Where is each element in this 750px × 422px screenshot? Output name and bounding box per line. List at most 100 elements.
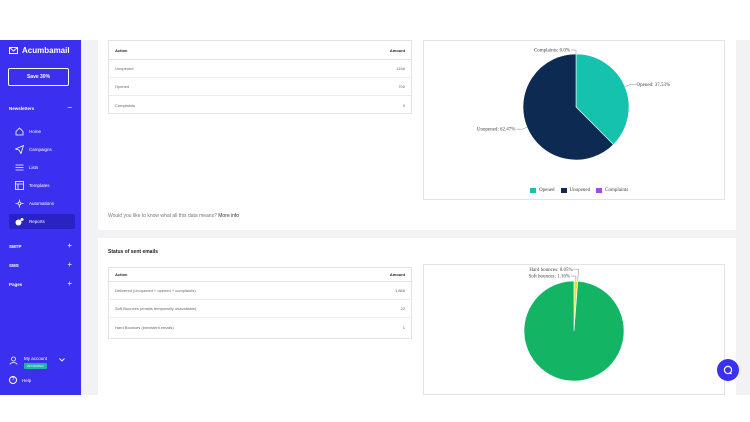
help-icon: ? [9, 376, 17, 384]
sidebar-item-label: Lists [29, 165, 39, 170]
sidebar: Acumbamail Save 30% Newsletters − Home C… [0, 40, 81, 395]
template-icon [15, 181, 24, 190]
brand-name: Acumbamail [22, 46, 70, 55]
sidebar-item-label: Automations [29, 201, 55, 206]
sent-status-table: Action Amount Delivered (Unopened + open… [108, 267, 412, 339]
row-action: Delivered (Unopened + opened + complaint… [115, 288, 196, 293]
app-viewport: Acumbamail Save 30% Newsletters − Home C… [0, 40, 750, 395]
pie-slice-opened[interactable] [575, 53, 630, 145]
row-amount: 22 [400, 306, 405, 311]
table-row: Soft Bounces (emails temporarily unavail… [109, 300, 411, 318]
col-amount: Amount [389, 272, 405, 277]
collapse-icon[interactable]: − [67, 103, 72, 112]
row-amount: 1166 [396, 66, 405, 71]
newsletters-label: Newsletters [9, 105, 35, 111]
col-amount: Amount [389, 47, 405, 53]
expand-icon[interactable]: + [67, 279, 72, 288]
smtp-label: SMTP [9, 243, 22, 249]
reports-icon [15, 218, 24, 226]
opens-pie-chart: Complaints: 0.0% Opened: 37.53% Unopened: … [477, 49, 671, 161]
col-action: Action [115, 47, 128, 53]
legend-label[interactable]: Complaints [605, 188, 629, 193]
automation-icon [15, 199, 24, 208]
data-help-note: Would you like to know what all this dat… [108, 213, 239, 219]
row-amount: 1,866 [394, 288, 405, 293]
row-action: Soft Bounces (emails temporarily unavail… [115, 306, 197, 311]
pie-data-label-hard-bounces: Hard bounces: 0.05% [529, 268, 572, 273]
envelope-icon [9, 47, 18, 54]
pie-label-connector [571, 49, 577, 54]
sidebar-item-templates[interactable]: Templates [9, 178, 75, 193]
expand-icon[interactable]: + [67, 260, 72, 269]
legend-swatch-unopened [560, 188, 567, 193]
sent-status-chart: Soft bounces: 1.16% Hard bounces: 0.05% [423, 264, 725, 395]
col-action: Action [115, 272, 128, 277]
sidebar-item-lists[interactable]: Lists [9, 160, 75, 175]
legend-label[interactable]: Unopened [569, 188, 591, 193]
list-icon [15, 164, 24, 171]
help-link[interactable]: ? Help [9, 376, 31, 384]
table-row: Delivered (Unopened + opened + complaint… [109, 282, 411, 300]
row-amount: 700 [398, 84, 405, 89]
sidebar-item-campaigns[interactable]: Campaigns [9, 142, 75, 157]
pie-label-connector [571, 275, 577, 282]
pie-slice-unopened[interactable] [522, 53, 614, 161]
pie-slice-delivered[interactable] [523, 280, 625, 382]
newsletters-section[interactable]: Newsletters − [9, 104, 72, 112]
table-row: Complaints 0 [109, 96, 411, 114]
account-menu[interactable]: My account INCOMING [9, 356, 65, 369]
pie-label-connector [573, 268, 579, 282]
pie-data-label-unopened: Unopened: 62.47% [477, 128, 516, 133]
sms-label: SMS [9, 262, 19, 268]
sidebar-item-label: Templates [29, 183, 50, 188]
pages-label: Pages [9, 281, 23, 287]
sidebar-item-label: Campaigns [29, 147, 52, 152]
pages-section[interactable]: Pages + [9, 280, 72, 288]
note-text: Would you like to know what all this dat… [108, 213, 217, 219]
pie-data-label-soft-bounces: Soft bounces: 1.16% [528, 275, 570, 280]
table-header: Action Amount [109, 268, 411, 282]
row-amount: 1 [402, 324, 405, 330]
sidebar-item-label: Reports [29, 219, 45, 224]
chevron-down-icon[interactable] [59, 358, 65, 362]
sidebar-item-automations[interactable]: Automations [9, 196, 75, 211]
table-header: Action Amount [109, 41, 411, 60]
chat-icon [723, 365, 733, 375]
user-icon [9, 356, 18, 365]
sent-status-pie-chart: Soft bounces: 1.16% Hard bounces: 0.05% [523, 268, 625, 382]
sms-section[interactable]: SMS + [9, 261, 72, 269]
pie-data-label-opened: Opened: 37.53% [637, 83, 671, 88]
legend-swatch-opened [530, 188, 536, 193]
table-row: Unopened 1166 [109, 60, 411, 78]
sidebar-item-home[interactable]: Home [9, 124, 75, 139]
row-action: Unopened [115, 66, 134, 71]
table-row: Hard Bounces (inexistent emails) 1 [109, 318, 411, 336]
sidebar-item-label: Home [29, 129, 42, 134]
table-row: Opened 700 [109, 78, 411, 96]
legend-swatch-complaints [596, 188, 603, 193]
pie-data-label-complaints: Complaints: 0.0% [534, 49, 570, 54]
opens-chart: Complaints: 0.0% Opened: 37.53% Unopened: … [423, 40, 725, 200]
pie-label-connector [516, 127, 528, 130]
expand-icon[interactable]: + [67, 241, 72, 250]
opens-table: Action Amount Unopened 1166 Opened 700 Com… [108, 40, 412, 114]
plan-badge: INCOMING [24, 363, 47, 369]
save-discount-button[interactable]: Save 30% [8, 68, 69, 86]
row-action: Opened [115, 84, 130, 89]
more-info-link[interactable]: More info [218, 213, 240, 219]
row-action: Hard Bounces (inexistent emails) [115, 324, 174, 330]
paper-plane-icon [15, 145, 24, 154]
legend-label[interactable]: Opened [539, 188, 555, 193]
chat-button[interactable] [717, 359, 739, 381]
row-action: Complaints [115, 102, 136, 108]
smtp-section[interactable]: SMTP + [9, 242, 72, 250]
sent-status-title: Status of sent emails [108, 249, 159, 255]
chart-legend: Opened Unopened Complaints [524, 188, 628, 193]
home-icon [15, 127, 24, 136]
sidebar-item-reports[interactable]: Reports [9, 214, 75, 229]
row-amount: 0 [402, 102, 405, 108]
brand-logo[interactable]: Acumbamail [9, 46, 70, 55]
account-label: My account [24, 356, 48, 361]
help-label: Help [22, 377, 32, 383]
pie-label-connector [624, 84, 636, 87]
